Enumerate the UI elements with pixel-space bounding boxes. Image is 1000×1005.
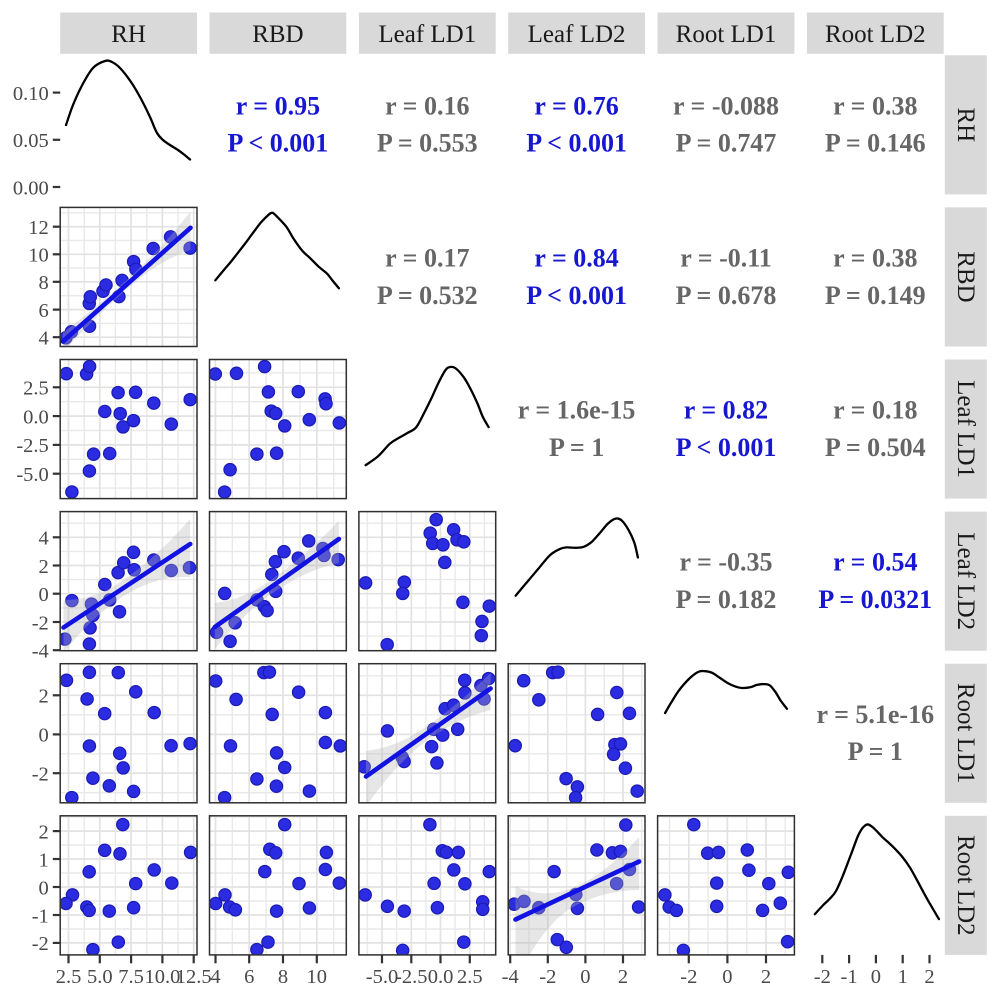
svg-text:12: 12 — [28, 217, 49, 239]
svg-text:0: 0 — [39, 877, 49, 899]
svg-text:-4: -4 — [32, 641, 49, 663]
svg-text:Root LD1: Root LD1 — [952, 683, 979, 784]
svg-text:P = 1: P = 1 — [549, 433, 604, 462]
svg-text:P < 0.001: P < 0.001 — [526, 281, 627, 310]
svg-text:P = 0.532: P = 0.532 — [377, 281, 478, 310]
svg-text:2: 2 — [761, 966, 771, 988]
svg-text:Root LD2: Root LD2 — [952, 835, 979, 936]
svg-text:0: 0 — [39, 725, 49, 747]
svg-text:r = 0.38: r = 0.38 — [833, 91, 917, 120]
svg-text:-2: -2 — [814, 966, 831, 988]
svg-text:10: 10 — [28, 245, 49, 267]
svg-text:8: 8 — [39, 272, 49, 294]
svg-text:5.0: 5.0 — [87, 966, 113, 988]
svg-text:2.5: 2.5 — [56, 966, 82, 988]
svg-text:-2: -2 — [680, 966, 697, 988]
svg-text:-4: -4 — [502, 966, 519, 988]
svg-text:1: 1 — [39, 849, 49, 871]
svg-text:r = -0.35: r = -0.35 — [679, 548, 772, 577]
svg-text:Root LD1: Root LD1 — [676, 21, 777, 48]
svg-text:2: 2 — [39, 686, 49, 708]
svg-text:2: 2 — [618, 966, 628, 988]
svg-text:Leaf LD2: Leaf LD2 — [952, 532, 979, 630]
svg-text:2: 2 — [39, 556, 49, 578]
svg-text:P = 0.678: P = 0.678 — [676, 281, 777, 310]
svg-text:0.0: 0.0 — [428, 966, 454, 988]
svg-text:4: 4 — [39, 328, 49, 350]
svg-text:4: 4 — [210, 966, 220, 988]
svg-text:Root LD2: Root LD2 — [825, 21, 926, 48]
svg-text:P = 0.504: P = 0.504 — [825, 433, 926, 462]
svg-text:r = 0.16: r = 0.16 — [385, 91, 469, 120]
svg-text:r = -0.11: r = -0.11 — [680, 243, 772, 272]
svg-text:Leaf LD1: Leaf LD1 — [952, 380, 979, 478]
svg-text:P = 0.553: P = 0.553 — [377, 129, 478, 158]
svg-text:0: 0 — [39, 584, 49, 606]
svg-text:RH: RH — [111, 21, 146, 48]
svg-text:0: 0 — [722, 966, 732, 988]
svg-text:Leaf LD2: Leaf LD2 — [528, 21, 626, 48]
svg-text:P = 0.182: P = 0.182 — [676, 585, 777, 614]
svg-text:7.5: 7.5 — [118, 966, 144, 988]
svg-text:P = 0.149: P = 0.149 — [825, 281, 926, 310]
svg-text:2.5: 2.5 — [457, 966, 483, 988]
svg-text:-2.5: -2.5 — [16, 435, 48, 457]
svg-text:0.00: 0.00 — [13, 177, 49, 199]
svg-text:r = 1.6e-15: r = 1.6e-15 — [518, 396, 636, 425]
svg-text:r = 0.54: r = 0.54 — [833, 548, 917, 577]
svg-text:Leaf LD1: Leaf LD1 — [378, 21, 476, 48]
svg-text:r = 0.18: r = 0.18 — [833, 396, 917, 425]
svg-text:RBD: RBD — [252, 21, 303, 48]
svg-text:P = 1: P = 1 — [848, 737, 903, 766]
svg-text:r = -0.088: r = -0.088 — [673, 91, 779, 120]
svg-text:-5.0: -5.0 — [16, 464, 48, 486]
svg-text:6: 6 — [244, 966, 254, 988]
svg-text:-2.5: -2.5 — [395, 966, 427, 988]
svg-text:P < 0.001: P < 0.001 — [228, 129, 329, 158]
svg-text:r = 0.82: r = 0.82 — [684, 396, 768, 425]
svg-text:10: 10 — [307, 966, 328, 988]
svg-text:6: 6 — [39, 300, 49, 322]
svg-text:0.10: 0.10 — [13, 83, 49, 105]
svg-text:4: 4 — [39, 528, 49, 550]
svg-text:r = 0.95: r = 0.95 — [236, 91, 320, 120]
svg-text:-2: -2 — [32, 933, 49, 955]
svg-text:P < 0.001: P < 0.001 — [676, 433, 777, 462]
svg-text:12.5: 12.5 — [176, 966, 212, 988]
svg-text:-5.0: -5.0 — [366, 966, 398, 988]
svg-text:r = 0.76: r = 0.76 — [534, 91, 618, 120]
svg-text:P = 0.146: P = 0.146 — [825, 129, 926, 158]
svg-text:r = 0.17: r = 0.17 — [385, 243, 469, 272]
svg-text:1: 1 — [898, 966, 908, 988]
svg-text:r = 0.38: r = 0.38 — [833, 243, 917, 272]
svg-text:P = 0.0321: P = 0.0321 — [818, 585, 932, 614]
svg-text:RH: RH — [952, 107, 979, 142]
svg-text:P < 0.001: P < 0.001 — [526, 129, 627, 158]
svg-text:2: 2 — [924, 966, 934, 988]
svg-text:0.0: 0.0 — [23, 406, 49, 428]
svg-text:r = 5.1e-16: r = 5.1e-16 — [817, 700, 935, 729]
svg-text:-2: -2 — [32, 764, 49, 786]
svg-text:0: 0 — [871, 966, 881, 988]
svg-text:2: 2 — [39, 821, 49, 843]
svg-text:RBD: RBD — [952, 251, 979, 302]
svg-text:-2: -2 — [539, 966, 556, 988]
svg-text:8: 8 — [278, 966, 288, 988]
svg-text:2.5: 2.5 — [23, 378, 49, 400]
svg-text:0: 0 — [580, 966, 590, 988]
svg-text:-1: -1 — [841, 966, 858, 988]
svg-text:-2: -2 — [32, 612, 49, 634]
svg-text:0.05: 0.05 — [13, 130, 49, 152]
svg-text:P = 0.747: P = 0.747 — [676, 129, 777, 158]
svg-text:r = 0.84: r = 0.84 — [534, 243, 618, 272]
svg-text:-1: -1 — [32, 905, 49, 927]
svg-text:10.0: 10.0 — [144, 966, 180, 988]
